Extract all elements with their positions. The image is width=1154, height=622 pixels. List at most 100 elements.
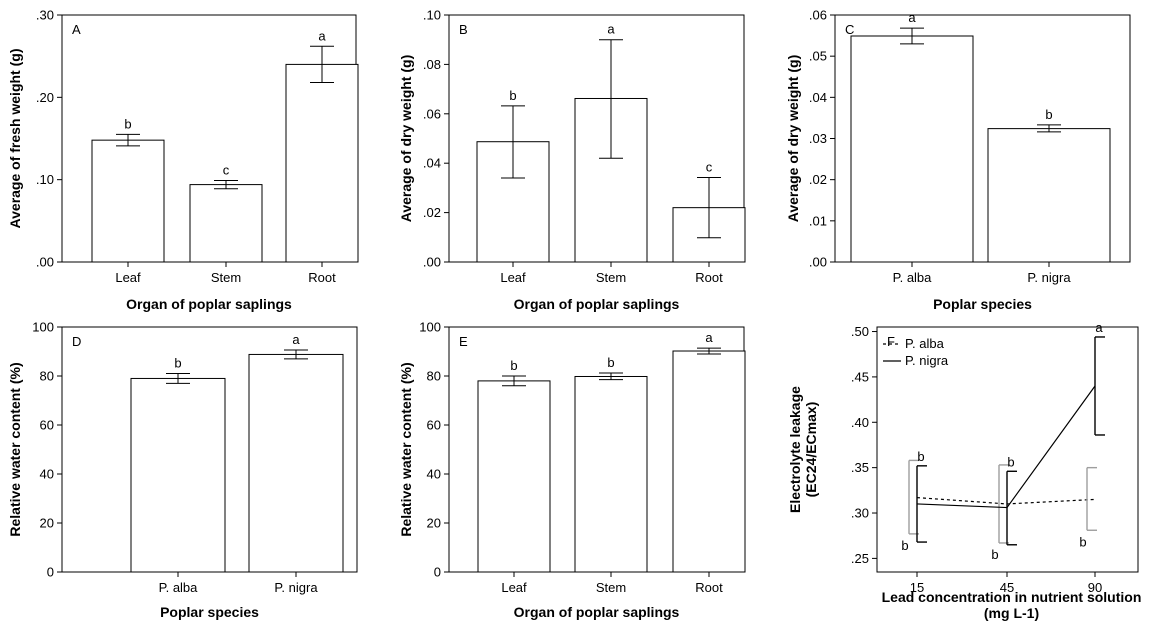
panel-d-ytick-label: 20: [40, 516, 54, 531]
panel-c-xlabel: Poplar species: [933, 296, 1032, 312]
panel-e-sig-letter: b: [607, 355, 614, 370]
panel-c-ytick-label: .03: [809, 131, 827, 146]
panel-c-xtick-label: P. nigra: [1027, 270, 1071, 285]
panel-c-label: C: [845, 22, 854, 37]
panel-a-sig-letter: a: [318, 28, 326, 43]
panel-b-ylabel: Average of dry weight (g): [398, 55, 414, 223]
panel-e-ytick-label: 80: [427, 369, 441, 384]
panel-f-xtick-label: 45: [1000, 580, 1014, 595]
panel-d-bar: [248, 353, 344, 573]
panel-f-ytick-label: .30: [851, 506, 869, 521]
panel-d-ytick-label: 0: [47, 565, 54, 580]
panel-b-ytick-label: .10: [423, 8, 441, 23]
panel-d-label: D: [72, 334, 81, 349]
panel-d-ylabel: Relative water content (%): [7, 362, 23, 536]
panel-f-ytick-label: .40: [851, 415, 869, 430]
panel-c-bar: [850, 35, 974, 263]
panel-c-sig-letter: b: [1045, 107, 1052, 122]
panel-f-xlabel: Lead concentration in nutrient solution: [882, 589, 1142, 605]
panel-f-sig-letter: b: [1079, 534, 1086, 549]
panel-e-ytick-label: 60: [427, 418, 441, 433]
panel-f-ylabel-line2: (EC24/ECmax): [803, 402, 819, 498]
panel-e-bar: [574, 375, 648, 573]
panel-a-ylabel: Average of fresh weight (g): [7, 49, 23, 229]
panel-c-ytick-label: .05: [809, 49, 827, 64]
panel-d-xtick-label: P. alba: [159, 580, 199, 595]
panel-e-ytick-label: 0: [434, 565, 441, 580]
panel-f-ytick-label: .50: [851, 324, 869, 339]
panel-f-xtick-label: 15: [910, 580, 924, 595]
panel-e-label: E: [459, 334, 468, 349]
panel-b-sig-letter: c: [706, 160, 713, 175]
panel-c-ytick-label: .06: [809, 8, 827, 23]
panel-e-xlabel: Organ of poplar saplings: [514, 604, 680, 620]
panel-c-xtick-label: P. alba: [893, 270, 933, 285]
panel-a-ytick-label: .10: [36, 172, 54, 187]
panel-f-legend-label: P. nigra: [905, 353, 949, 368]
panel-b-ytick-label: .00: [423, 255, 441, 270]
panel-b-label: B: [459, 22, 468, 37]
panel-f-ylabel: Electrolyte leakage: [787, 386, 803, 513]
panel-e-xtick-label: Stem: [596, 580, 626, 595]
panel-d-xtick-label: P. nigra: [274, 580, 318, 595]
panel-b-xtick-label: Root: [695, 270, 723, 285]
panel-c-ytick-label: .04: [809, 90, 827, 105]
panel-e-ylabel: Relative water content (%): [398, 362, 414, 536]
panel-a-sig-letter: b: [124, 116, 131, 131]
panel-f-xtick-label: 90: [1088, 580, 1102, 595]
panel-e-bar: [477, 380, 551, 573]
panel-d-xlabel: Poplar species: [160, 604, 259, 620]
panel-b-ytick-label: .04: [423, 156, 441, 171]
panel-a-bar: [189, 184, 263, 263]
panel-f-sig-letter: b: [901, 538, 908, 553]
panel-a-xtick-label: Stem: [211, 270, 241, 285]
panel-f-legend-label: P. alba: [905, 336, 945, 351]
panel-d-ytick-label: 40: [40, 467, 54, 482]
panel-e-ytick-label: 40: [427, 467, 441, 482]
panel-b-ytick-label: .02: [423, 205, 441, 220]
panel-f-sig-letter: b: [917, 449, 924, 464]
panel-a-xtick-label: Leaf: [115, 270, 141, 285]
panel-f-ytick-label: .45: [851, 369, 869, 384]
panel-e-bar: [672, 350, 746, 573]
panel-c-sig-letter: a: [908, 10, 916, 25]
panel-a-xlabel: Organ of poplar saplings: [126, 296, 292, 312]
panel-b-ytick-label: .06: [423, 106, 441, 121]
panel-f-ytick-label: .35: [851, 460, 869, 475]
panel-f-series-line: [916, 385, 1096, 509]
panel-d-sig-letter: b: [174, 356, 181, 371]
panel-a-ytick-label: .20: [36, 90, 54, 105]
panel-c-ytick-label: .00: [809, 255, 827, 270]
panel-d-ytick-label: 80: [40, 369, 54, 384]
panel-b-sig-letter: b: [509, 88, 516, 103]
panel-b-sig-letter: a: [607, 22, 615, 37]
panel-d-ytick-label: 60: [40, 418, 54, 433]
panel-e-xtick-label: Leaf: [501, 580, 527, 595]
panel-e-ytick-label: 100: [419, 320, 441, 335]
panel-e-xtick-label: Root: [695, 580, 723, 595]
panel-c-ytick-label: .01: [809, 213, 827, 228]
panel-a-bar: [285, 63, 359, 263]
panel-d-sig-letter: a: [292, 332, 300, 347]
panel-b-xtick-label: Leaf: [500, 270, 526, 285]
panel-a-ytick-label: .30: [36, 8, 54, 23]
panel-e-ytick-label: 20: [427, 516, 441, 531]
panel-a-sig-letter: c: [223, 162, 230, 177]
panel-f-series-line: [916, 496, 1096, 505]
panel-f-sig-letter: b: [991, 547, 998, 562]
panel-f-xlabel-line2: (mg L-1): [984, 605, 1039, 621]
panel-f-ytick-label: .25: [851, 551, 869, 566]
panel-a-xtick-label: Root: [308, 270, 336, 285]
panel-f-sig-letter: a: [1095, 320, 1103, 335]
panel-b-xtick-label: Stem: [596, 270, 626, 285]
panel-d-bar: [130, 377, 226, 573]
panel-f-label: F: [887, 334, 895, 349]
panel-a-ytick-label: .00: [36, 255, 54, 270]
panel-a-bar: [91, 139, 165, 263]
panel-a-label: A: [72, 22, 81, 37]
panel-b-xlabel: Organ of poplar saplings: [514, 296, 680, 312]
panel-e-sig-letter: a: [705, 330, 713, 345]
panel-e-sig-letter: b: [510, 358, 517, 373]
panel-c-bar: [987, 128, 1111, 263]
